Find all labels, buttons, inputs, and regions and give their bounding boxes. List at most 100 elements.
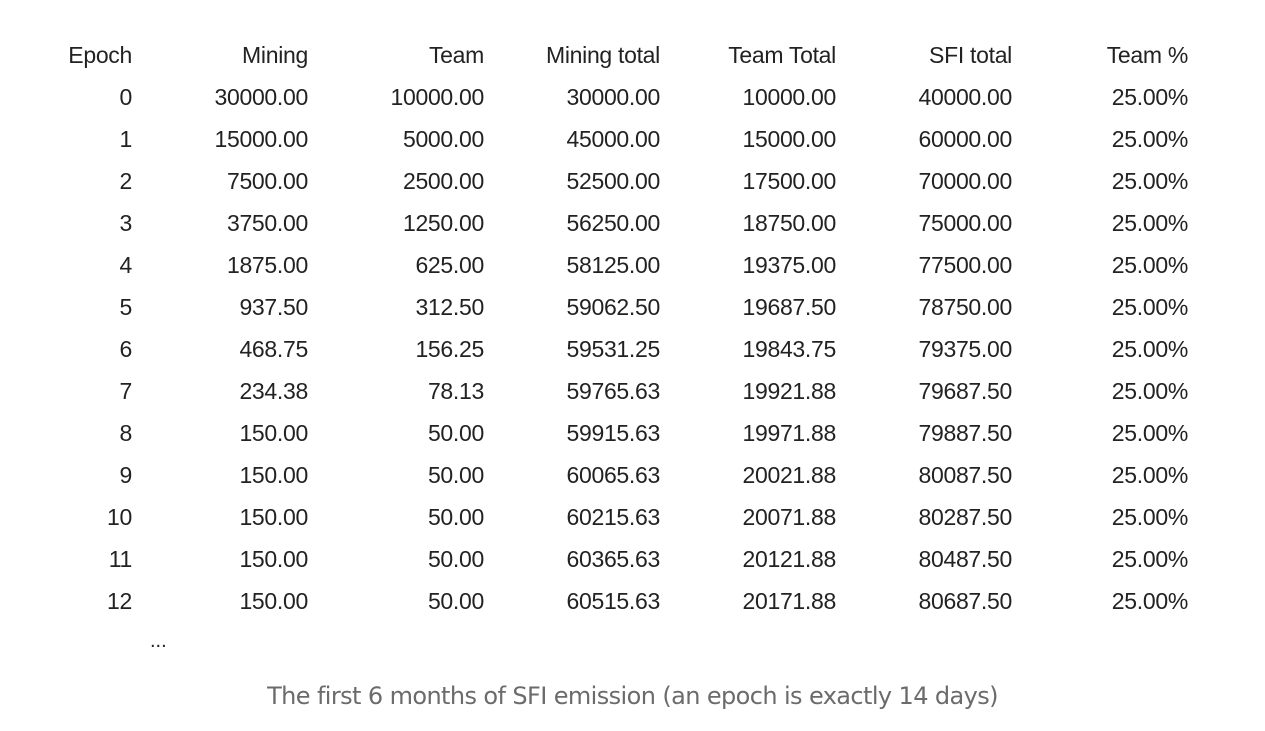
header-team-percent: Team %	[1106, 42, 1189, 68]
cell-epoch: 10	[107, 504, 132, 530]
cell-team: 5000.00	[402, 126, 484, 152]
cell-team-percent: 25.00%	[1111, 588, 1189, 614]
cell-sfi-total: 40000.00	[918, 84, 1012, 110]
table-row: 4 1875.00 625.00 58125.00 19375.00 77500.00 25…	[44, 244, 1189, 286]
cell-epoch: 0	[119, 84, 133, 110]
cell-mining-total: 60515.63	[566, 588, 660, 614]
cell-team-percent: 25.00%	[1111, 84, 1189, 110]
header-team-total: Team Total	[728, 42, 836, 68]
header-sfi-total: SFI total	[929, 42, 1012, 68]
cell-team-percent: 25.00%	[1111, 378, 1189, 404]
cell-mining: 15000.00	[214, 126, 308, 152]
cell-team: 78.13	[427, 378, 484, 404]
cell-team: 1250.00	[402, 210, 484, 236]
cell-sfi-total: 79687.50	[918, 378, 1012, 404]
cell-mining: 150.00	[239, 546, 308, 572]
cell-mining: 30000.00	[214, 84, 308, 110]
cell-mining-total: 59915.63	[566, 420, 660, 446]
cell-mining-total: 59765.63	[566, 378, 660, 404]
cell-epoch: 2	[119, 168, 133, 194]
table-continuation: ...	[150, 630, 167, 652]
cell-team-total: 19687.50	[742, 294, 836, 320]
cell-mining: 150.00	[239, 462, 308, 488]
cell-mining-total: 59062.50	[566, 294, 660, 320]
cell-mining-total: 58125.00	[566, 252, 660, 278]
cell-mining-total: 59531.25	[566, 336, 660, 362]
cell-sfi-total: 60000.00	[918, 126, 1012, 152]
cell-team-percent: 25.00%	[1111, 420, 1189, 446]
cell-team: 10000.00	[390, 84, 484, 110]
table-row: 0 30000.00 10000.00 30000.00 10000.00 40000.0…	[44, 76, 1189, 118]
table-row: 6 468.75 156.25 59531.25 19843.75 79375.00 25.…	[44, 328, 1189, 370]
cell-team-total: 20171.88	[742, 588, 836, 614]
table-row: 11 150.00 50.00 60365.63 20121.88 80487.50 25.…	[44, 538, 1189, 580]
cell-sfi-total: 80687.50	[918, 588, 1012, 614]
cell-mining: 937.50	[239, 294, 308, 320]
table-body: 0 30000.00 10000.00 30000.00 10000.00 40000.0…	[44, 76, 1188, 622]
cell-team-total: 19375.00	[742, 252, 836, 278]
cell-mining-total: 52500.00	[566, 168, 660, 194]
cell-sfi-total: 70000.00	[918, 168, 1012, 194]
cell-epoch: 6	[119, 336, 133, 362]
cell-epoch: 3	[119, 210, 133, 236]
cell-sfi-total: 80087.50	[918, 462, 1012, 488]
cell-team-total: 15000.00	[742, 126, 836, 152]
table-row: 10 150.00 50.00 60215.63 20071.88 80287.50 25.…	[44, 496, 1188, 538]
cell-sfi-total: 77500.00	[918, 252, 1012, 278]
cell-epoch: 9	[119, 462, 133, 488]
cell-team-percent: 25.00%	[1111, 504, 1189, 530]
cell-mining-total: 56250.00	[566, 210, 660, 236]
header-mining-total: Mining total	[545, 42, 660, 68]
table-row: 8 150.00 50.00 59915.63 19971.88 79887.50 25.0…	[44, 412, 1189, 454]
table-row: 12 150.00 50.00 60515.63 20171.88 80687.50 25.…	[44, 580, 1188, 622]
cell-team-total: 19843.75	[742, 336, 836, 362]
table-row: 5 937.50 312.50 59062.50 19687.50 78750.00 25.…	[44, 286, 1189, 328]
cell-team-percent: 25.00%	[1111, 126, 1189, 152]
cell-team-percent: 25.00%	[1111, 462, 1189, 488]
cell-mining: 7500.00	[226, 168, 308, 194]
cell-sfi-total: 75000.00	[918, 210, 1012, 236]
cell-team-percent: 25.00%	[1111, 210, 1189, 236]
cell-mining: 3750.00	[226, 210, 308, 236]
cell-sfi-total: 79375.00	[918, 336, 1012, 362]
table-row: 2 7500.00 2500.00 52500.00 17500.00 70000.00 2…	[44, 160, 1189, 202]
cell-team-total: 10000.00	[742, 84, 836, 110]
cell-team: 50.00	[427, 462, 484, 488]
cell-mining: 1875.00	[226, 252, 308, 278]
cell-team-percent: 25.00%	[1111, 252, 1189, 278]
table-row: 9 150.00 50.00 60065.63 20021.88 80087.50 25.0…	[44, 454, 1189, 496]
cell-team: 50.00	[427, 546, 484, 572]
cell-team-percent: 25.00%	[1111, 546, 1189, 572]
figure-caption: The first 6 months of SFI emission (an e…	[267, 682, 998, 710]
cell-sfi-total: 79887.50	[918, 420, 1012, 446]
cell-mining-total: 45000.00	[566, 126, 660, 152]
cell-team-percent: 25.00%	[1111, 294, 1189, 320]
header-mining: Mining	[242, 42, 308, 68]
cell-team: 50.00	[427, 588, 484, 614]
cell-mining: 150.00	[239, 420, 308, 446]
cell-team: 156.25	[415, 336, 484, 362]
table-row: 3 3750.00 1250.00 56250.00 18750.00 75000.00 2…	[44, 202, 1189, 244]
header-epoch: Epoch	[68, 42, 132, 68]
cell-team-total: 19971.88	[742, 420, 836, 446]
cell-team: 50.00	[427, 420, 484, 446]
cell-team: 2500.00	[402, 168, 484, 194]
cell-mining: 150.00	[239, 504, 308, 530]
cell-mining: 468.75	[239, 336, 308, 362]
cell-sfi-total: 78750.00	[918, 294, 1012, 320]
cell-epoch: 8	[119, 420, 133, 446]
cell-team: 625.00	[415, 252, 484, 278]
cell-sfi-total: 80487.50	[918, 546, 1012, 572]
table-row: 7 234.38 78.13 59765.63 19921.88 79687.50 25.0…	[44, 370, 1189, 412]
cell-team-total: 17500.00	[742, 168, 836, 194]
emission-table: Epoch Mining Team Mining total Team Tota…	[44, 34, 1188, 622]
cell-epoch: 4	[119, 252, 133, 278]
cell-team-percent: 25.00%	[1111, 336, 1189, 362]
cell-team-total: 20021.88	[742, 462, 836, 488]
cell-team: 312.50	[415, 294, 484, 320]
header-team: Team	[428, 42, 484, 68]
cell-mining-total: 30000.00	[566, 84, 660, 110]
cell-epoch: 11	[108, 546, 133, 572]
cell-mining: 150.00	[239, 588, 308, 614]
